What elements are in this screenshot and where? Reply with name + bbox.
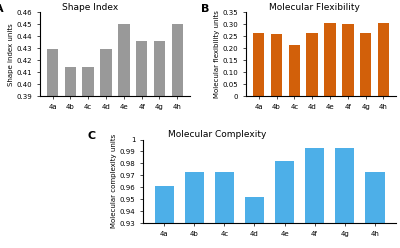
Bar bbox=[305, 148, 324, 248]
Bar bbox=[100, 49, 112, 248]
Bar bbox=[275, 161, 294, 248]
Bar bbox=[378, 23, 389, 96]
Y-axis label: Shape index units: Shape index units bbox=[8, 23, 14, 86]
Text: A: A bbox=[0, 4, 4, 14]
Bar bbox=[172, 24, 183, 248]
Y-axis label: Molecular flexibility units: Molecular flexibility units bbox=[214, 10, 220, 98]
Bar bbox=[365, 172, 384, 248]
Bar bbox=[65, 67, 76, 248]
Bar bbox=[118, 24, 130, 248]
Bar bbox=[47, 49, 58, 248]
Bar bbox=[342, 24, 354, 96]
Bar bbox=[154, 41, 165, 248]
Text: Molecular Complexity: Molecular Complexity bbox=[168, 130, 267, 139]
Bar bbox=[154, 186, 174, 248]
Bar bbox=[360, 33, 371, 96]
Text: C: C bbox=[88, 131, 96, 141]
Bar bbox=[271, 34, 282, 96]
Text: B: B bbox=[201, 4, 210, 14]
Bar bbox=[245, 197, 264, 248]
Bar bbox=[306, 33, 318, 96]
Bar bbox=[324, 23, 336, 96]
Bar bbox=[185, 172, 204, 248]
Bar bbox=[288, 45, 300, 96]
Text: Shape Index: Shape Index bbox=[62, 3, 119, 12]
Bar bbox=[136, 41, 148, 248]
Bar bbox=[215, 172, 234, 248]
Bar bbox=[82, 67, 94, 248]
Text: Molecular Flexibility: Molecular Flexibility bbox=[268, 3, 360, 12]
Y-axis label: Molecular complexity units: Molecular complexity units bbox=[111, 134, 117, 228]
Bar bbox=[335, 148, 354, 248]
Bar bbox=[253, 33, 264, 96]
